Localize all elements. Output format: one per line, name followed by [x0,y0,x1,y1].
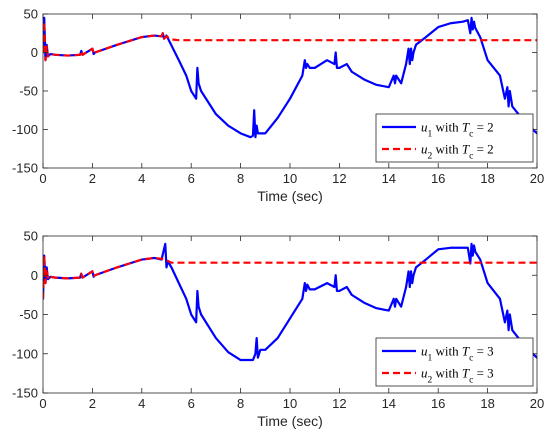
x-tick-label: 2 [89,171,96,186]
x-tick-label: 10 [283,171,297,186]
x-tick-label: 18 [480,171,494,186]
x-axis-label: Time (sec) [257,413,323,429]
subplot-top: 0 2 4 6 8 10 12 14 16 18 20 -150 -100 -50 0 50 Time (sec… [12,7,544,205]
y-tick-label: 50 [24,7,38,22]
x-tick-label: 14 [382,396,396,411]
x-tick-label: 8 [237,396,244,411]
x-tick-label: 12 [332,171,346,186]
subplot-bottom: 0 2 4 6 8 10 12 14 16 18 20 -150 -100 -50 0 50 Time (sec… [12,229,544,430]
y-tick-label: 0 [31,268,38,283]
series-group [43,242,537,362]
x-tick-label: 4 [138,171,145,186]
x-tick-label: 16 [431,171,445,186]
series-line-u2 [43,20,537,62]
x-tick-label: 2 [89,396,96,411]
x-tick-label: 20 [530,396,544,411]
x-tick-label: 6 [188,396,195,411]
x-tick-label: 4 [138,396,145,411]
series-line-u1 [43,16,537,139]
x-tick-label: 16 [431,396,445,411]
x-axis-label: Time (sec) [257,188,323,204]
legend-entry-u2: u2 with Tc = 3 [421,366,494,386]
legend-box [375,337,534,387]
x-tick-label: 12 [332,396,346,411]
legend-entry-u1: u1 with Tc = 3 [421,344,494,364]
x-tick-label: 6 [188,171,195,186]
y-tick-label: 0 [31,45,38,60]
x-tick-label: 18 [480,396,494,411]
x-tick-label: 20 [530,171,544,186]
x-tick-label: 0 [39,171,46,186]
y-tick-label: -100 [12,122,38,137]
x-tick-label: 8 [237,171,244,186]
x-tick-label: 10 [283,396,297,411]
x-tick-label: 14 [382,171,396,186]
series-line-u2 [43,254,537,299]
y-tick-label: -50 [19,307,38,322]
y-tick-label: -50 [19,84,38,99]
series-group [43,16,537,139]
x-tick-label: 0 [39,396,46,411]
legend-entry-u1: u1 with Tc = 2 [421,120,494,140]
y-tick-label: -150 [12,161,38,176]
legend: u1 with Tc = 3u2 with Tc = 3 [375,337,534,387]
y-tick-label: -100 [12,346,38,361]
legend-box [375,113,534,163]
y-tick-label: -150 [12,386,38,401]
legend-entry-u2: u2 with Tc = 2 [421,142,494,162]
legend: u1 with Tc = 2u2 with Tc = 2 [375,113,534,163]
y-tick-label: 50 [24,229,38,244]
